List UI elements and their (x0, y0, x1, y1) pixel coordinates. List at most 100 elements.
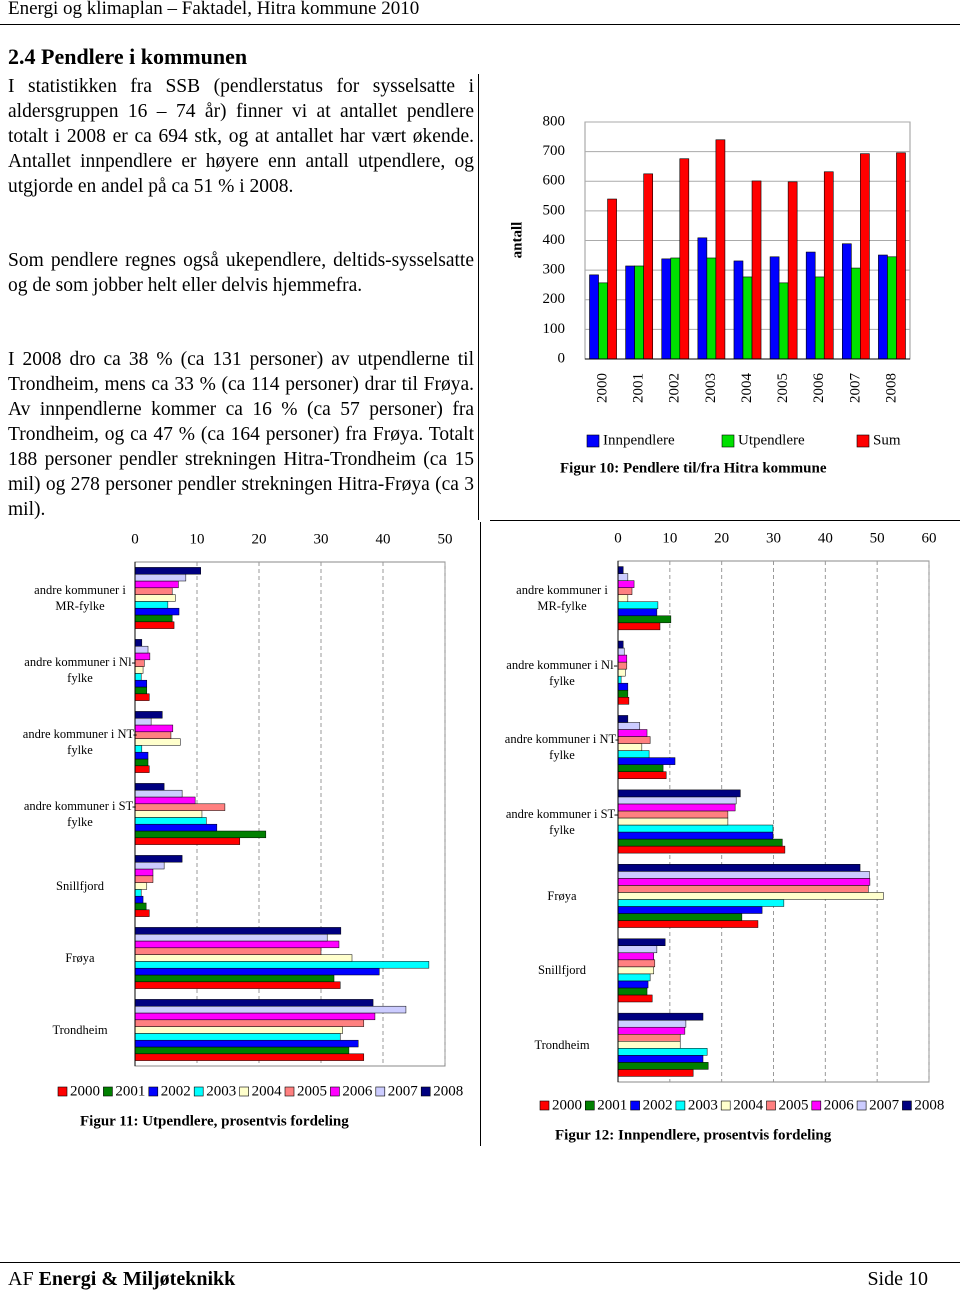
x-tick-label: 30 (314, 531, 329, 547)
bar (134, 1005, 407, 1014)
x-tick-label: 0 (614, 530, 622, 546)
bar (617, 906, 763, 914)
bar (617, 608, 658, 617)
bar (617, 892, 884, 900)
legend-swatch (57, 1086, 68, 1097)
x-tick-label: 50 (438, 531, 453, 547)
bar (617, 920, 759, 928)
bar (617, 994, 653, 1003)
bar (617, 966, 655, 975)
bar (617, 938, 666, 947)
y-tick-label: andre kommuner i ST-fylke (23, 799, 137, 829)
figure-rule (490, 520, 960, 521)
bar (643, 173, 654, 360)
bar (134, 724, 174, 733)
x-tick-label: 2001 (631, 373, 647, 403)
bar (617, 757, 676, 765)
x-tick-label: 2002 (667, 373, 683, 403)
x-tick-label: 60 (922, 530, 937, 546)
y-tick-label: andre kommuner i Nl-fylke (24, 655, 136, 685)
bar (134, 961, 430, 969)
x-tick-label: 20 (252, 531, 267, 547)
bar (617, 622, 661, 631)
legend-swatch (720, 1100, 731, 1111)
bar (617, 1055, 704, 1063)
legend-label: 2007 (388, 1083, 419, 1099)
y-tick-label: 0 (558, 350, 566, 366)
y-tick-label: Trondheim (534, 1037, 590, 1052)
legend-swatch (103, 1086, 113, 1097)
bar (742, 276, 753, 360)
bar (134, 810, 203, 818)
legend-swatch (675, 1100, 686, 1111)
x-tick-label: 0 (131, 531, 139, 547)
bar (134, 947, 322, 955)
y-tick-label: 600 (543, 173, 566, 189)
bar (134, 567, 201, 575)
legend-swatch (630, 1100, 640, 1111)
bar (134, 999, 374, 1007)
legend-label: Utpendlere (738, 432, 805, 448)
bar (617, 771, 667, 779)
bar (134, 580, 179, 589)
bar (134, 803, 226, 811)
legend-swatch (721, 434, 735, 448)
bar (134, 789, 183, 798)
bar (878, 254, 888, 360)
bar (134, 601, 169, 609)
bar (617, 1062, 709, 1070)
bar (617, 587, 633, 595)
bar (670, 257, 681, 360)
legend-swatch (856, 434, 870, 448)
bar (134, 645, 149, 654)
column-rule (478, 74, 479, 520)
bar (617, 945, 658, 954)
bar (617, 1012, 704, 1021)
bar (617, 1048, 708, 1056)
x-tick-label: 2006 (811, 373, 827, 404)
bar (715, 139, 726, 360)
bar (134, 621, 175, 629)
bar (617, 696, 630, 705)
bar (778, 282, 789, 360)
bar (134, 573, 187, 582)
x-tick-label: 2003 (703, 373, 719, 403)
bar (617, 729, 648, 737)
bar (134, 594, 176, 602)
legend-label: 2006 (342, 1083, 373, 1099)
bar (617, 803, 736, 812)
y-tick-label: andre kommuner i ST-fylke (505, 806, 619, 837)
y-tick-label: Snillfjord (56, 879, 104, 893)
bar (733, 260, 744, 360)
bar (134, 967, 380, 976)
bar (134, 614, 173, 623)
bar (617, 640, 624, 649)
bar (134, 738, 181, 746)
footer-company: Energi & Miljøteknikk (38, 1268, 236, 1290)
bar (860, 153, 870, 360)
legend-swatch (239, 1086, 249, 1097)
bar (134, 783, 165, 791)
legend-label: 2008 (914, 1097, 944, 1113)
bar (617, 959, 656, 968)
figure-caption: Figur 12: Innpendlere, prosentvis fordel… (555, 1127, 832, 1143)
y-tick-label: 100 (543, 321, 566, 337)
x-tick-label: 2000 (594, 373, 610, 403)
bar (617, 743, 643, 751)
bar (851, 267, 861, 360)
legend-swatch (330, 1086, 340, 1097)
bar (134, 1039, 359, 1048)
bar (134, 902, 147, 911)
x-tick-label: 50 (870, 530, 885, 546)
bar (134, 717, 152, 726)
header-rule (0, 24, 960, 25)
bar (607, 198, 617, 360)
y-tick-label: 500 (543, 202, 566, 218)
bar (625, 265, 635, 360)
legend-label: 2004 (252, 1083, 283, 1099)
y-tick-label: andre kommuner i NT-fylke (22, 727, 138, 757)
bar (896, 152, 906, 360)
section-heading: 2.4 Pendlere i kommunen (8, 44, 248, 69)
bar (617, 864, 861, 872)
